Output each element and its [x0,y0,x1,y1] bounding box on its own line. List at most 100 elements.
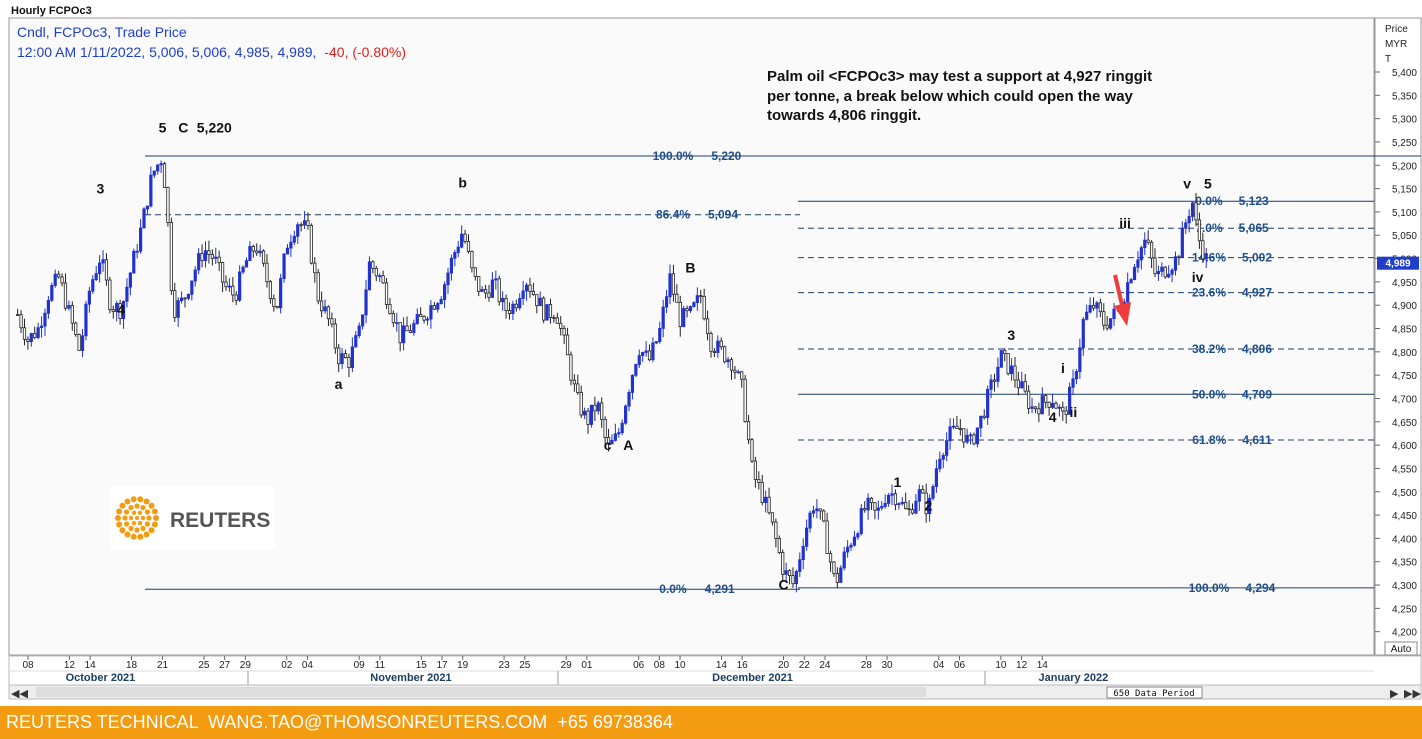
price-axis-title-1: Price [1385,24,1408,35]
candle-body [200,253,204,261]
candle-body [299,224,303,227]
candle-body [975,427,980,445]
candle-body [794,571,798,585]
candle-body [719,340,723,348]
legend-line-1: Cndl, FCPOc3, Trade Price [17,24,187,40]
candle-body [350,346,354,368]
date-tick-label: 24 [819,660,831,671]
candle-body [600,402,604,420]
candle-body [811,510,816,514]
candle-body [1068,386,1072,415]
fib-left-label: 100.0% 5,220 [653,149,742,163]
candle-body [494,278,498,281]
candle-body [333,323,337,349]
scroll-end-button[interactable]: ▶▶ [1404,687,1421,700]
candle-body [22,327,27,340]
candle-body [699,295,703,297]
candle-body [162,163,167,188]
candle-body [1009,365,1014,375]
candle-body [910,509,915,514]
logo-dot [137,510,143,516]
candle-body [740,371,744,380]
candle-body [859,508,863,535]
candle-body [641,352,645,356]
candle-body [723,346,727,363]
date-tick-label: 15 [416,660,428,671]
candle-body [1098,302,1102,313]
wave-label: 3 [1007,327,1015,343]
logo-dot [135,516,139,520]
logo-dot [124,509,130,515]
candle-body [190,280,194,295]
candle-body [70,305,74,324]
candle-body [593,404,597,412]
candle-body [798,559,802,572]
fib-right-pct: 23.6% [1192,286,1226,300]
scroll-right-button[interactable]: ▶ [1390,687,1399,700]
date-tick-label: 17 [436,660,448,671]
candle-body [511,303,515,314]
date-tick-label: 04 [302,660,314,671]
logo-dot [119,527,126,534]
date-tick-label: 14 [85,660,97,671]
candle-body [1037,408,1041,415]
logo-dot [137,496,144,503]
price-tick-label: 4,700 [1392,394,1417,405]
candle-body [1078,347,1082,372]
candle-body [415,314,419,324]
annotation-line-2: per tonne, a break below which could ope… [767,88,1134,105]
candle-body [241,266,245,273]
candle-body [39,325,44,329]
candle-body [958,428,962,431]
candle-body [1013,365,1017,381]
candle-body [555,317,559,324]
candle-body [374,267,378,277]
candle-body [1126,282,1130,303]
candle-body [986,388,990,418]
candle-body [67,305,71,309]
month-label: December 2021 [712,672,793,684]
candle-body [1044,395,1048,403]
candle-body [408,330,413,333]
price-tick-label: 4,300 [1392,581,1417,592]
logo-dot [137,533,144,540]
logo-dot [124,498,131,505]
wave-label: 3 [97,180,105,196]
candle-body [989,379,993,390]
candle-body [309,225,313,264]
candle-body [302,220,307,226]
candle-body [104,259,109,281]
date-tick-label: 29 [561,660,573,671]
date-tick-label: 20 [778,660,790,671]
price-tick-label: 4,850 [1392,325,1417,336]
candle-body [678,301,682,328]
candle-body [1156,271,1161,275]
date-tick-label: 11 [375,660,386,671]
wave-label: 5 [159,120,167,136]
fib-right-label: 14.6% 5,002 [1192,251,1272,265]
candle-body [244,260,249,268]
candle-body [982,415,986,418]
candle-body [1006,353,1010,375]
candle-body [282,253,286,279]
candle-body [463,233,467,242]
candle-body [1047,401,1051,408]
candle-body [914,500,918,514]
fib-right-label: 38.2% 4,806 [1192,342,1272,356]
candle-body [962,428,966,443]
candle-body [583,410,587,416]
candle-body [285,247,290,255]
candle-body [43,312,47,327]
wave-label: A [623,437,633,453]
candle-body [442,284,447,300]
date-tick-label: 12 [64,660,76,671]
candle-body [1136,259,1140,268]
candle-body [695,295,699,303]
auto-scale-button[interactable] [1384,641,1418,656]
candle-body [805,527,809,547]
scroll-left-button[interactable]: ◀◀ [11,687,28,700]
candle-body [497,278,501,303]
fib-right-value: 4,709 [1242,387,1272,401]
scrollbar-thumb[interactable] [36,687,926,697]
price-tick-label: 4,950 [1392,278,1417,289]
